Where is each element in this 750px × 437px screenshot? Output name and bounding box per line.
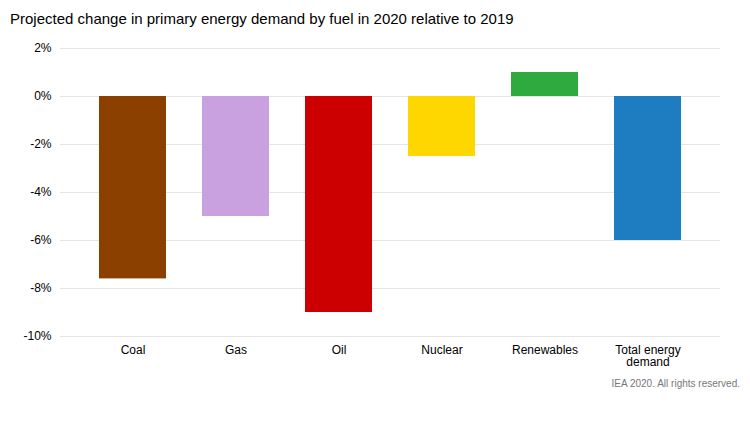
svg-text:-4%: -4%: [30, 185, 52, 199]
svg-text:Nuclear: Nuclear: [421, 343, 462, 357]
svg-text:Renewables: Renewables: [512, 343, 578, 357]
svg-text:-10%: -10%: [23, 329, 51, 343]
svg-text:Gas: Gas: [225, 343, 247, 357]
svg-text:-8%: -8%: [30, 281, 52, 295]
svg-text:Coal: Coal: [121, 343, 146, 357]
html-text:IEA 2020. All rights reserved.: IEA 2020. All rights reserved.: [611, 378, 740, 389]
svg-text:2%: 2%: [34, 41, 52, 55]
html-text:Projected change in primary en: Projected change in primary energy deman…: [10, 10, 514, 27]
svg-text:Oil: Oil: [332, 343, 347, 357]
svg-text:-6%: -6%: [30, 233, 52, 247]
svg-text:-2%: -2%: [30, 137, 52, 151]
svg-text:Total energydemand: Total energydemand: [615, 343, 680, 369]
svg-text:0%: 0%: [34, 89, 52, 103]
